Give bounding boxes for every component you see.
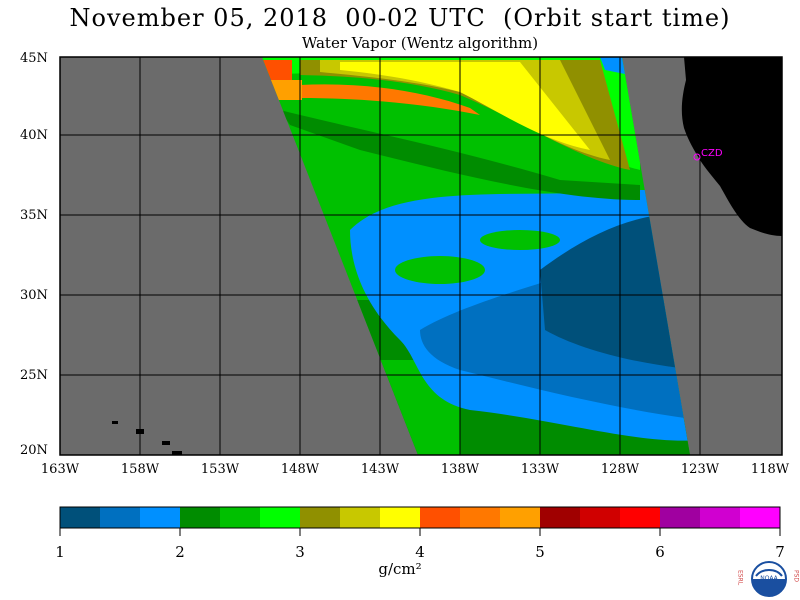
map-title: November 05, 2018 00-02 UTC (Orbit start…: [69, 4, 731, 32]
colorbar-swatch: [620, 507, 661, 528]
colorbar-swatch: [700, 507, 741, 528]
colorbar-swatch: [460, 507, 501, 528]
noaa-logo-icon: NOAA ESRL PSD: [737, 561, 800, 597]
colorbar-swatch: [220, 507, 261, 528]
colorbar-tick-label: 6: [655, 543, 665, 561]
colorbar-swatch: [100, 507, 141, 528]
lon-label: 133W: [520, 462, 560, 477]
colorbar-swatch: [740, 507, 781, 528]
lon-label: 148W: [280, 462, 320, 477]
colorbar-tick-label: 5: [535, 543, 545, 561]
colorbar-tick-label: 7: [775, 543, 785, 561]
colorbar-swatch: [260, 507, 301, 528]
island: [172, 451, 182, 455]
colorbar-swatch: [380, 507, 421, 528]
lon-label: 128W: [600, 462, 640, 477]
lat-label: 35N: [20, 208, 48, 223]
logo-left-letters: ESRL: [737, 570, 744, 586]
lon-label: 143W: [360, 462, 400, 477]
lon-label: 118W: [750, 462, 790, 477]
colorbar-swatch: [140, 507, 181, 528]
colorbar: [59, 506, 781, 536]
lat-label: 40N: [20, 128, 48, 143]
lat-label: 30N: [20, 288, 48, 303]
lat-label: 20N: [20, 443, 48, 458]
map-subtitle: Water Vapor (Wentz algorithm): [301, 34, 539, 52]
island: [112, 421, 118, 424]
colorbar-swatch: [540, 507, 581, 528]
colorbar-tick-label: 1: [55, 543, 65, 561]
island: [162, 441, 170, 445]
lat-label: 45N: [20, 51, 48, 66]
colorbar-unit: g/cm²: [378, 560, 422, 578]
lon-label: 138W: [440, 462, 480, 477]
colorbar-swatch: [500, 507, 541, 528]
map-grid: [60, 57, 782, 455]
logo-right-letters: PSD: [793, 570, 800, 582]
colorbar-tick-label: 4: [415, 543, 425, 561]
station-marker: [693, 153, 701, 161]
lat-label: 25N: [20, 368, 48, 383]
colorbar-tick-label: 3: [295, 543, 305, 561]
colorbar-swatch: [660, 507, 701, 528]
colorbar-tick-label: 2: [175, 543, 185, 561]
colorbar-swatch: [60, 507, 101, 528]
lon-label: 153W: [200, 462, 240, 477]
station-label: CZD: [701, 148, 723, 159]
lon-label: 123W: [680, 462, 720, 477]
logo-center-text: NOAA: [760, 575, 778, 582]
colorbar-swatch: [340, 507, 381, 528]
colorbar-swatch: [300, 507, 341, 528]
colorbar-swatch: [580, 507, 621, 528]
land-north-america: [681, 57, 782, 236]
map-frame: [59, 56, 783, 456]
colorbar-swatch: [420, 507, 461, 528]
lon-label: 163W: [40, 462, 80, 477]
lon-label: 158W: [120, 462, 160, 477]
colorbar-swatch: [180, 507, 221, 528]
